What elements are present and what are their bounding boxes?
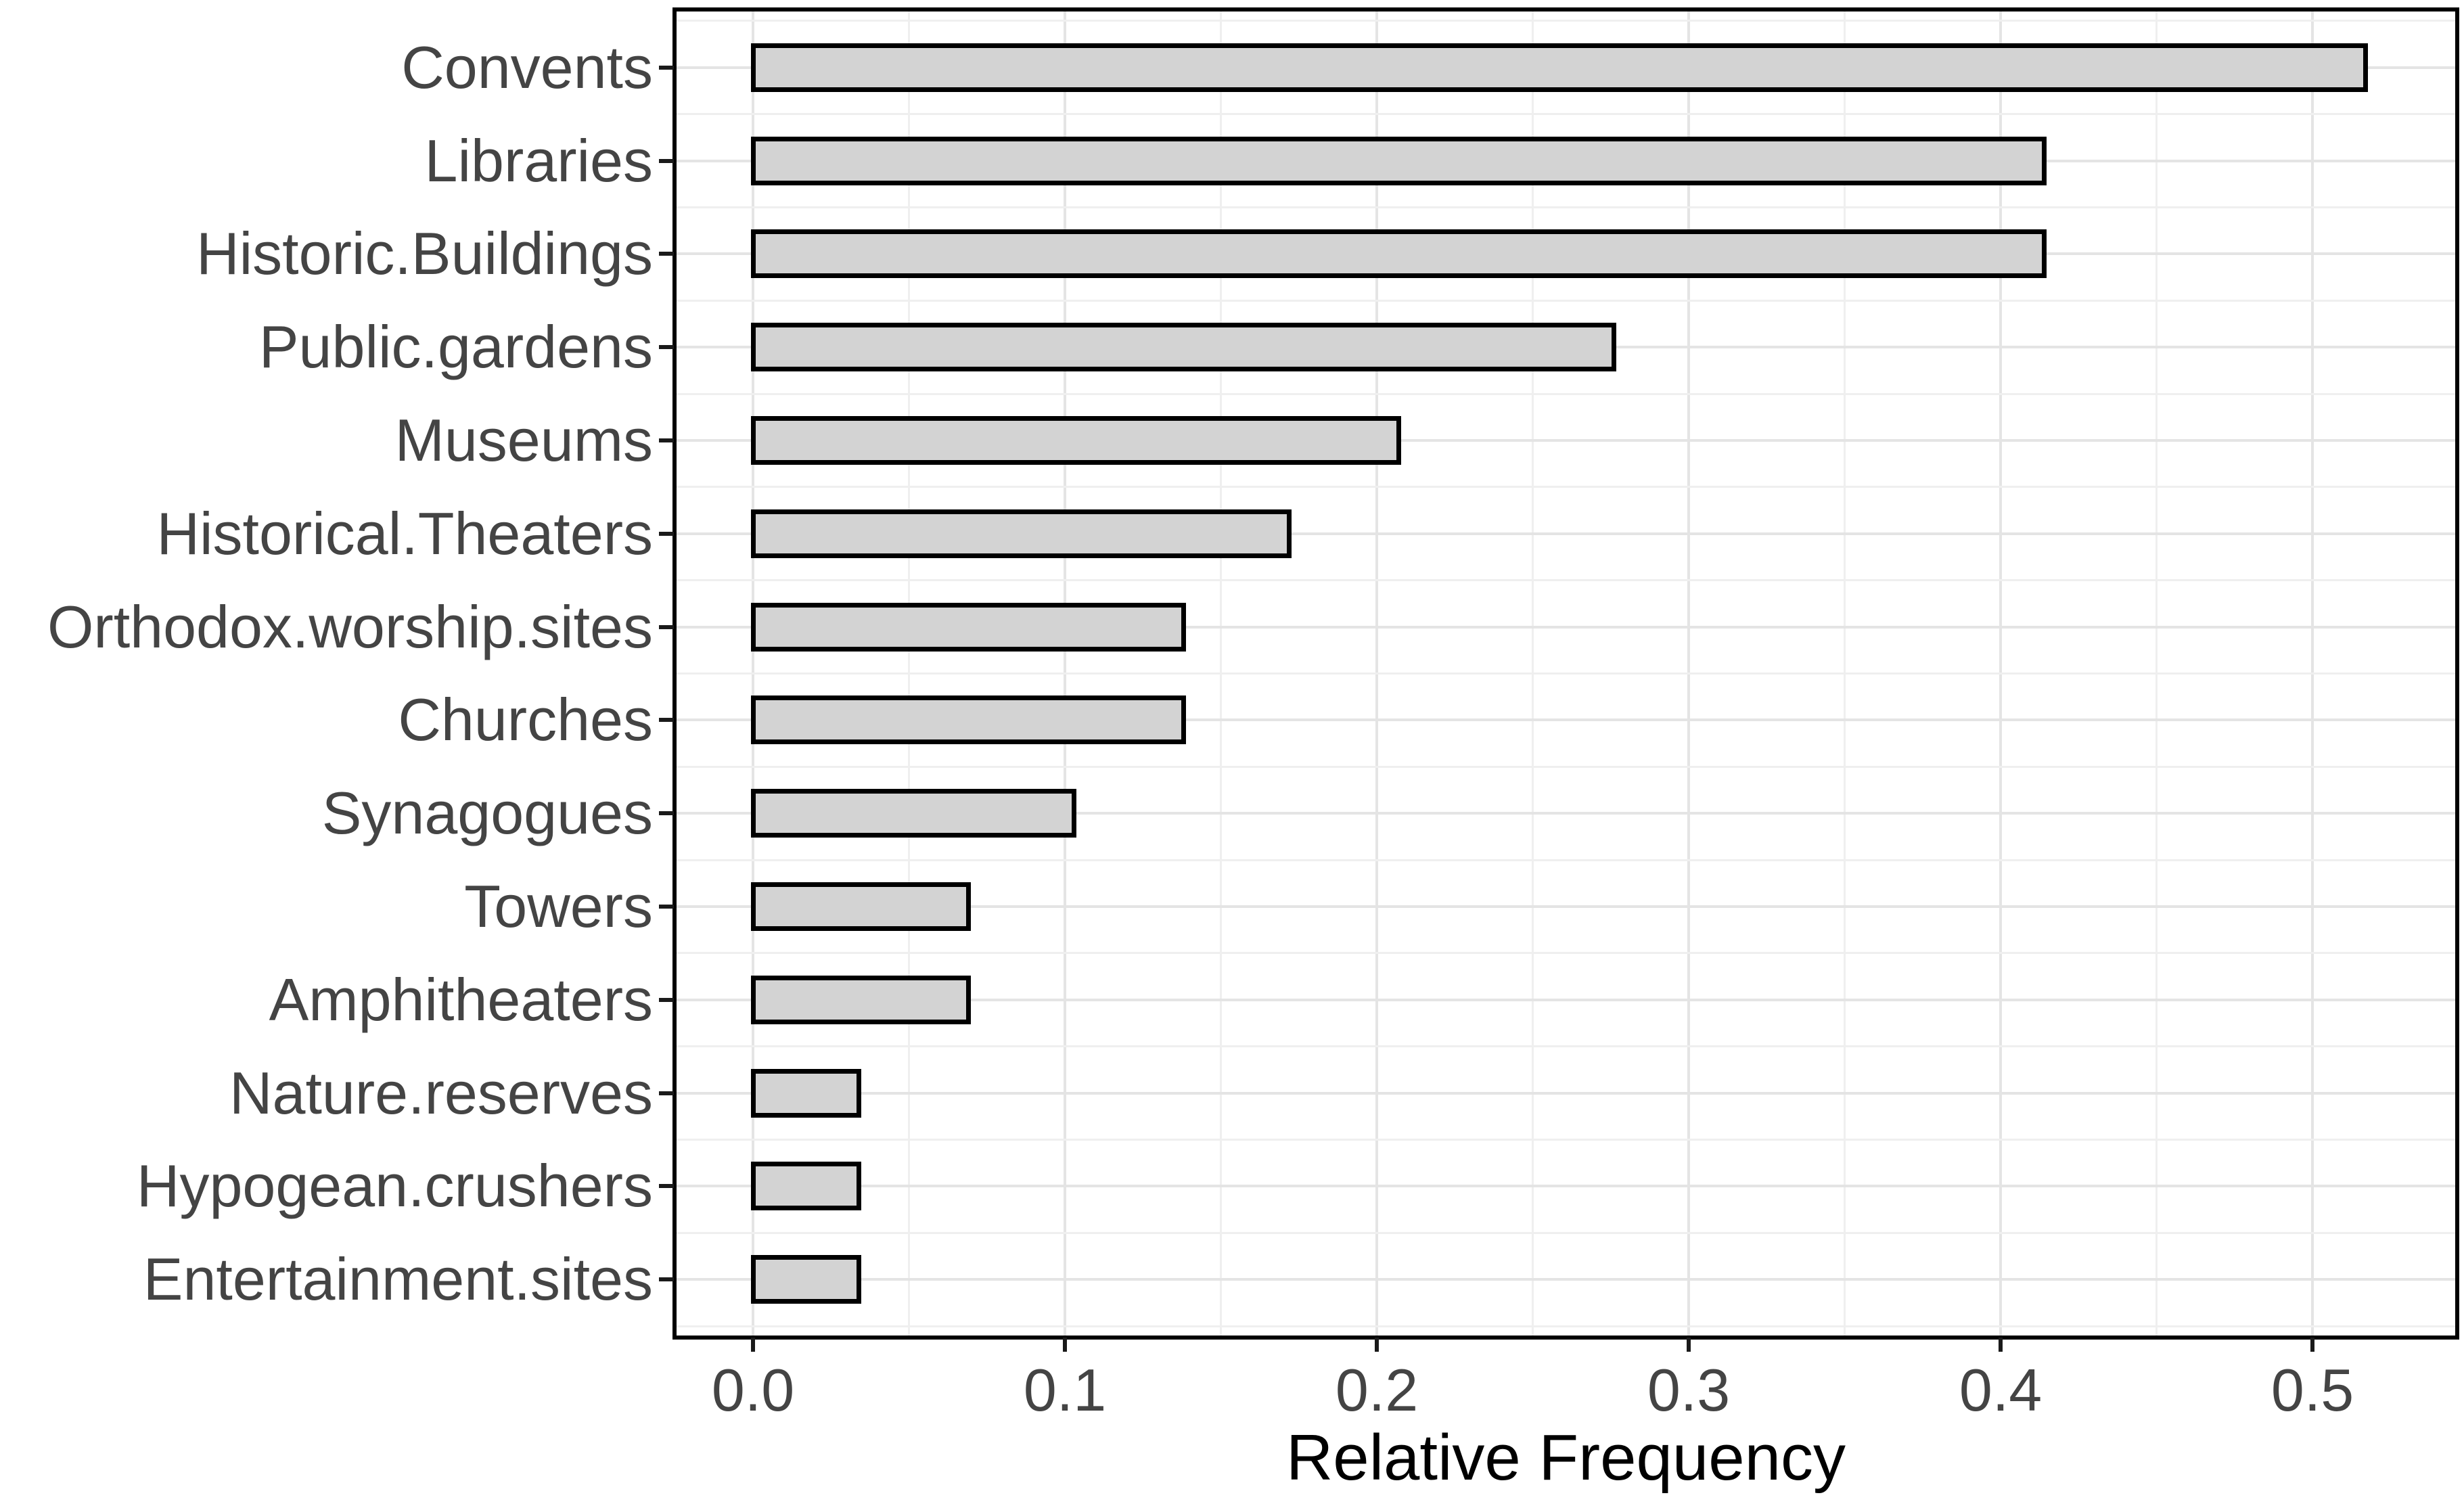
category-label: Libraries bbox=[424, 127, 653, 194]
y-tick bbox=[659, 65, 674, 70]
x-tick bbox=[2310, 1338, 2314, 1352]
bar-historical-theaters bbox=[750, 509, 1292, 558]
gridline-minor-horizontal bbox=[677, 20, 2455, 22]
category-label: Historical.Theaters bbox=[156, 499, 653, 567]
plot-panel bbox=[672, 7, 2459, 1340]
gridline-minor-horizontal bbox=[677, 206, 2455, 208]
y-tick bbox=[659, 158, 674, 163]
x-axis-title: Relative Frequency bbox=[1285, 1421, 1846, 1494]
x-tick bbox=[751, 1338, 755, 1352]
x-tick-label: 0.1 bbox=[1023, 1356, 1107, 1423]
bar-amphitheaters bbox=[750, 975, 971, 1024]
gridline-minor-horizontal bbox=[677, 486, 2455, 488]
bar-synagogues bbox=[750, 789, 1077, 838]
x-tick-label: 0.3 bbox=[1647, 1356, 1731, 1423]
bar-libraries bbox=[750, 136, 2047, 185]
bar-nature-reserves bbox=[750, 1068, 862, 1118]
gridline-minor-horizontal bbox=[677, 859, 2455, 861]
y-tick bbox=[659, 718, 674, 723]
gridline-major-horizontal bbox=[677, 1278, 2455, 1281]
x-tick bbox=[1063, 1338, 1067, 1352]
x-tick-label: 0.4 bbox=[1959, 1356, 2043, 1423]
bar-hypogean-crushers bbox=[750, 1162, 862, 1211]
y-tick bbox=[659, 1184, 674, 1189]
gridline-major-horizontal bbox=[677, 998, 2455, 1001]
bar-public-gardens bbox=[750, 323, 1616, 372]
gridline-major-horizontal bbox=[677, 625, 2455, 629]
gridline-minor-horizontal bbox=[677, 1045, 2455, 1048]
gridline-major-horizontal bbox=[677, 1091, 2455, 1095]
gridline-major-horizontal bbox=[677, 1185, 2455, 1188]
x-tick bbox=[1687, 1338, 1691, 1352]
bar-orthodox-worship-sites bbox=[750, 602, 1186, 652]
bar-entertainment-sites bbox=[750, 1255, 862, 1304]
bar-historic-buildings bbox=[750, 229, 2047, 279]
gridline-major-horizontal bbox=[677, 905, 2455, 909]
gridline-minor-horizontal bbox=[677, 952, 2455, 955]
category-label: Historic.Buildings bbox=[196, 220, 653, 288]
bar-churches bbox=[750, 695, 1186, 745]
gridline-minor-horizontal bbox=[677, 1325, 2455, 1327]
category-label: Synagogues bbox=[321, 779, 653, 847]
gridline-minor-horizontal bbox=[677, 672, 2455, 675]
bar-towers bbox=[750, 882, 971, 932]
gridline-minor-horizontal bbox=[677, 1231, 2455, 1234]
y-tick bbox=[659, 997, 674, 1002]
y-tick bbox=[659, 531, 674, 536]
gridline-minor-horizontal bbox=[677, 299, 2455, 302]
category-label: Nature.reserves bbox=[229, 1059, 653, 1126]
x-tick bbox=[1375, 1338, 1379, 1352]
gridline-minor-horizontal bbox=[677, 392, 2455, 395]
category-label: Museums bbox=[394, 406, 653, 474]
gridline-major-horizontal bbox=[677, 438, 2455, 442]
category-label: Convents bbox=[401, 33, 653, 101]
category-label: Amphitheaters bbox=[269, 965, 653, 1033]
gridline-major-horizontal bbox=[677, 812, 2455, 815]
category-label: Churches bbox=[398, 686, 653, 754]
category-label: Orthodox.worship.sites bbox=[47, 593, 653, 660]
y-tick bbox=[659, 1277, 674, 1282]
gridline-minor-horizontal bbox=[677, 765, 2455, 768]
gridline-minor-horizontal bbox=[677, 579, 2455, 582]
category-label: Public.gardens bbox=[258, 313, 653, 381]
y-tick bbox=[659, 624, 674, 629]
gridline-minor-horizontal bbox=[677, 113, 2455, 116]
bar-convents bbox=[750, 43, 2368, 92]
gridline-major-horizontal bbox=[677, 718, 2455, 722]
y-tick bbox=[659, 438, 674, 442]
bar-museums bbox=[750, 415, 1401, 465]
y-tick bbox=[659, 1091, 674, 1095]
category-label: Hypogean.crushers bbox=[136, 1152, 653, 1220]
gridline-major-horizontal bbox=[677, 532, 2455, 535]
category-label: Towers bbox=[464, 873, 653, 940]
x-tick-label: 0.2 bbox=[1335, 1356, 1419, 1423]
y-tick bbox=[659, 811, 674, 816]
category-label: Entertainment.sites bbox=[143, 1246, 653, 1313]
y-tick bbox=[659, 252, 674, 256]
y-tick bbox=[659, 345, 674, 350]
y-tick bbox=[659, 905, 674, 909]
x-tick-label: 0.0 bbox=[711, 1356, 795, 1423]
x-tick-label: 0.5 bbox=[2271, 1356, 2354, 1423]
gridline-minor-horizontal bbox=[677, 1139, 2455, 1141]
x-tick bbox=[1999, 1338, 2003, 1352]
